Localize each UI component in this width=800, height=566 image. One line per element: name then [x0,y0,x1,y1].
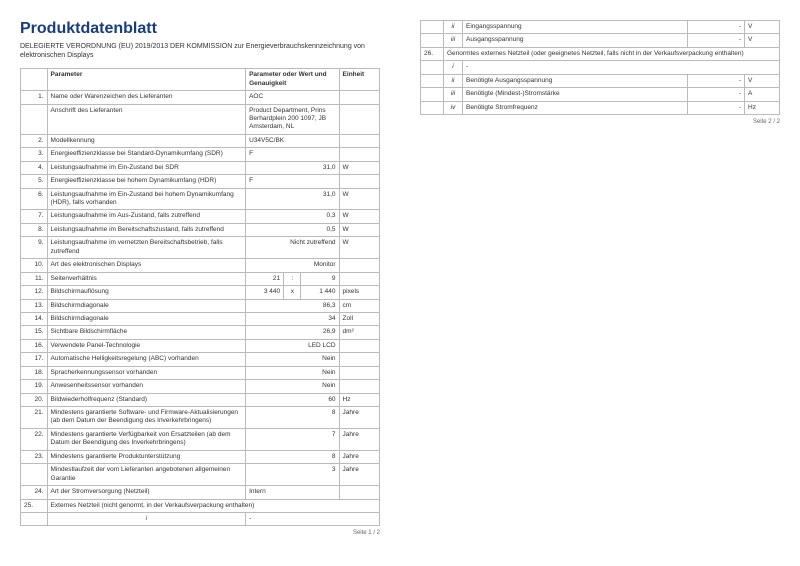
spec-table: ParameterParameter oder Wert und Genauig… [20,68,380,526]
spec-table-2: iiEingangsspannung-V iiiAusgangsspannung… [420,20,780,115]
doc-subtitle: DELEGIERTE VERORDNUNG (EU) 2019/2013 DER… [20,42,380,60]
page-1: Produktdatenblatt DELEGIERTE VERORDNUNG … [20,20,380,536]
page-footer-1: Seite 1 / 2 [20,530,380,536]
page-footer-2: Seite 2 / 2 [420,119,780,125]
page-2: iiEingangsspannung-V iiiAusgangsspannung… [420,20,780,536]
doc-title: Produktdatenblatt [20,20,380,38]
